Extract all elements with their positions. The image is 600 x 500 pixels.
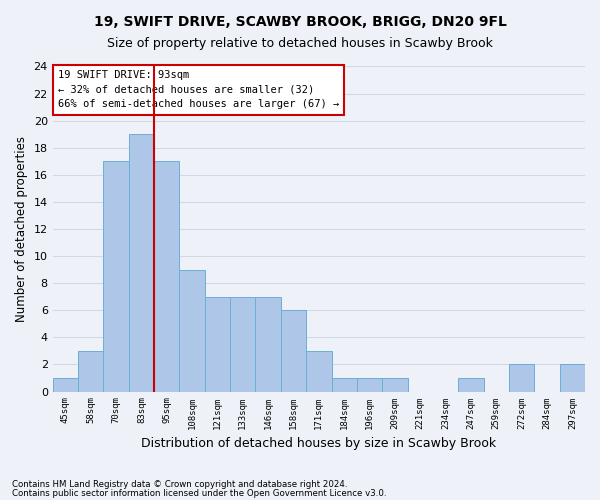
- Bar: [78, 351, 103, 392]
- Bar: [357, 378, 382, 392]
- Bar: [509, 364, 535, 392]
- Bar: [205, 296, 230, 392]
- Bar: [281, 310, 306, 392]
- Bar: [560, 364, 585, 392]
- Y-axis label: Number of detached properties: Number of detached properties: [15, 136, 28, 322]
- Bar: [332, 378, 357, 392]
- Bar: [179, 270, 205, 392]
- Text: Contains HM Land Registry data © Crown copyright and database right 2024.: Contains HM Land Registry data © Crown c…: [12, 480, 347, 489]
- X-axis label: Distribution of detached houses by size in Scawby Brook: Distribution of detached houses by size …: [141, 437, 496, 450]
- Bar: [306, 351, 332, 392]
- Bar: [256, 296, 281, 392]
- Text: Contains public sector information licensed under the Open Government Licence v3: Contains public sector information licen…: [12, 489, 386, 498]
- Bar: [230, 296, 256, 392]
- Bar: [382, 378, 407, 392]
- Bar: [53, 378, 78, 392]
- Bar: [103, 162, 129, 392]
- Bar: [129, 134, 154, 392]
- Bar: [458, 378, 484, 392]
- Text: 19, SWIFT DRIVE, SCAWBY BROOK, BRIGG, DN20 9FL: 19, SWIFT DRIVE, SCAWBY BROOK, BRIGG, DN…: [94, 15, 506, 29]
- Bar: [154, 162, 179, 392]
- Text: Size of property relative to detached houses in Scawby Brook: Size of property relative to detached ho…: [107, 38, 493, 51]
- Text: 19 SWIFT DRIVE: 93sqm
← 32% of detached houses are smaller (32)
66% of semi-deta: 19 SWIFT DRIVE: 93sqm ← 32% of detached …: [58, 70, 339, 110]
